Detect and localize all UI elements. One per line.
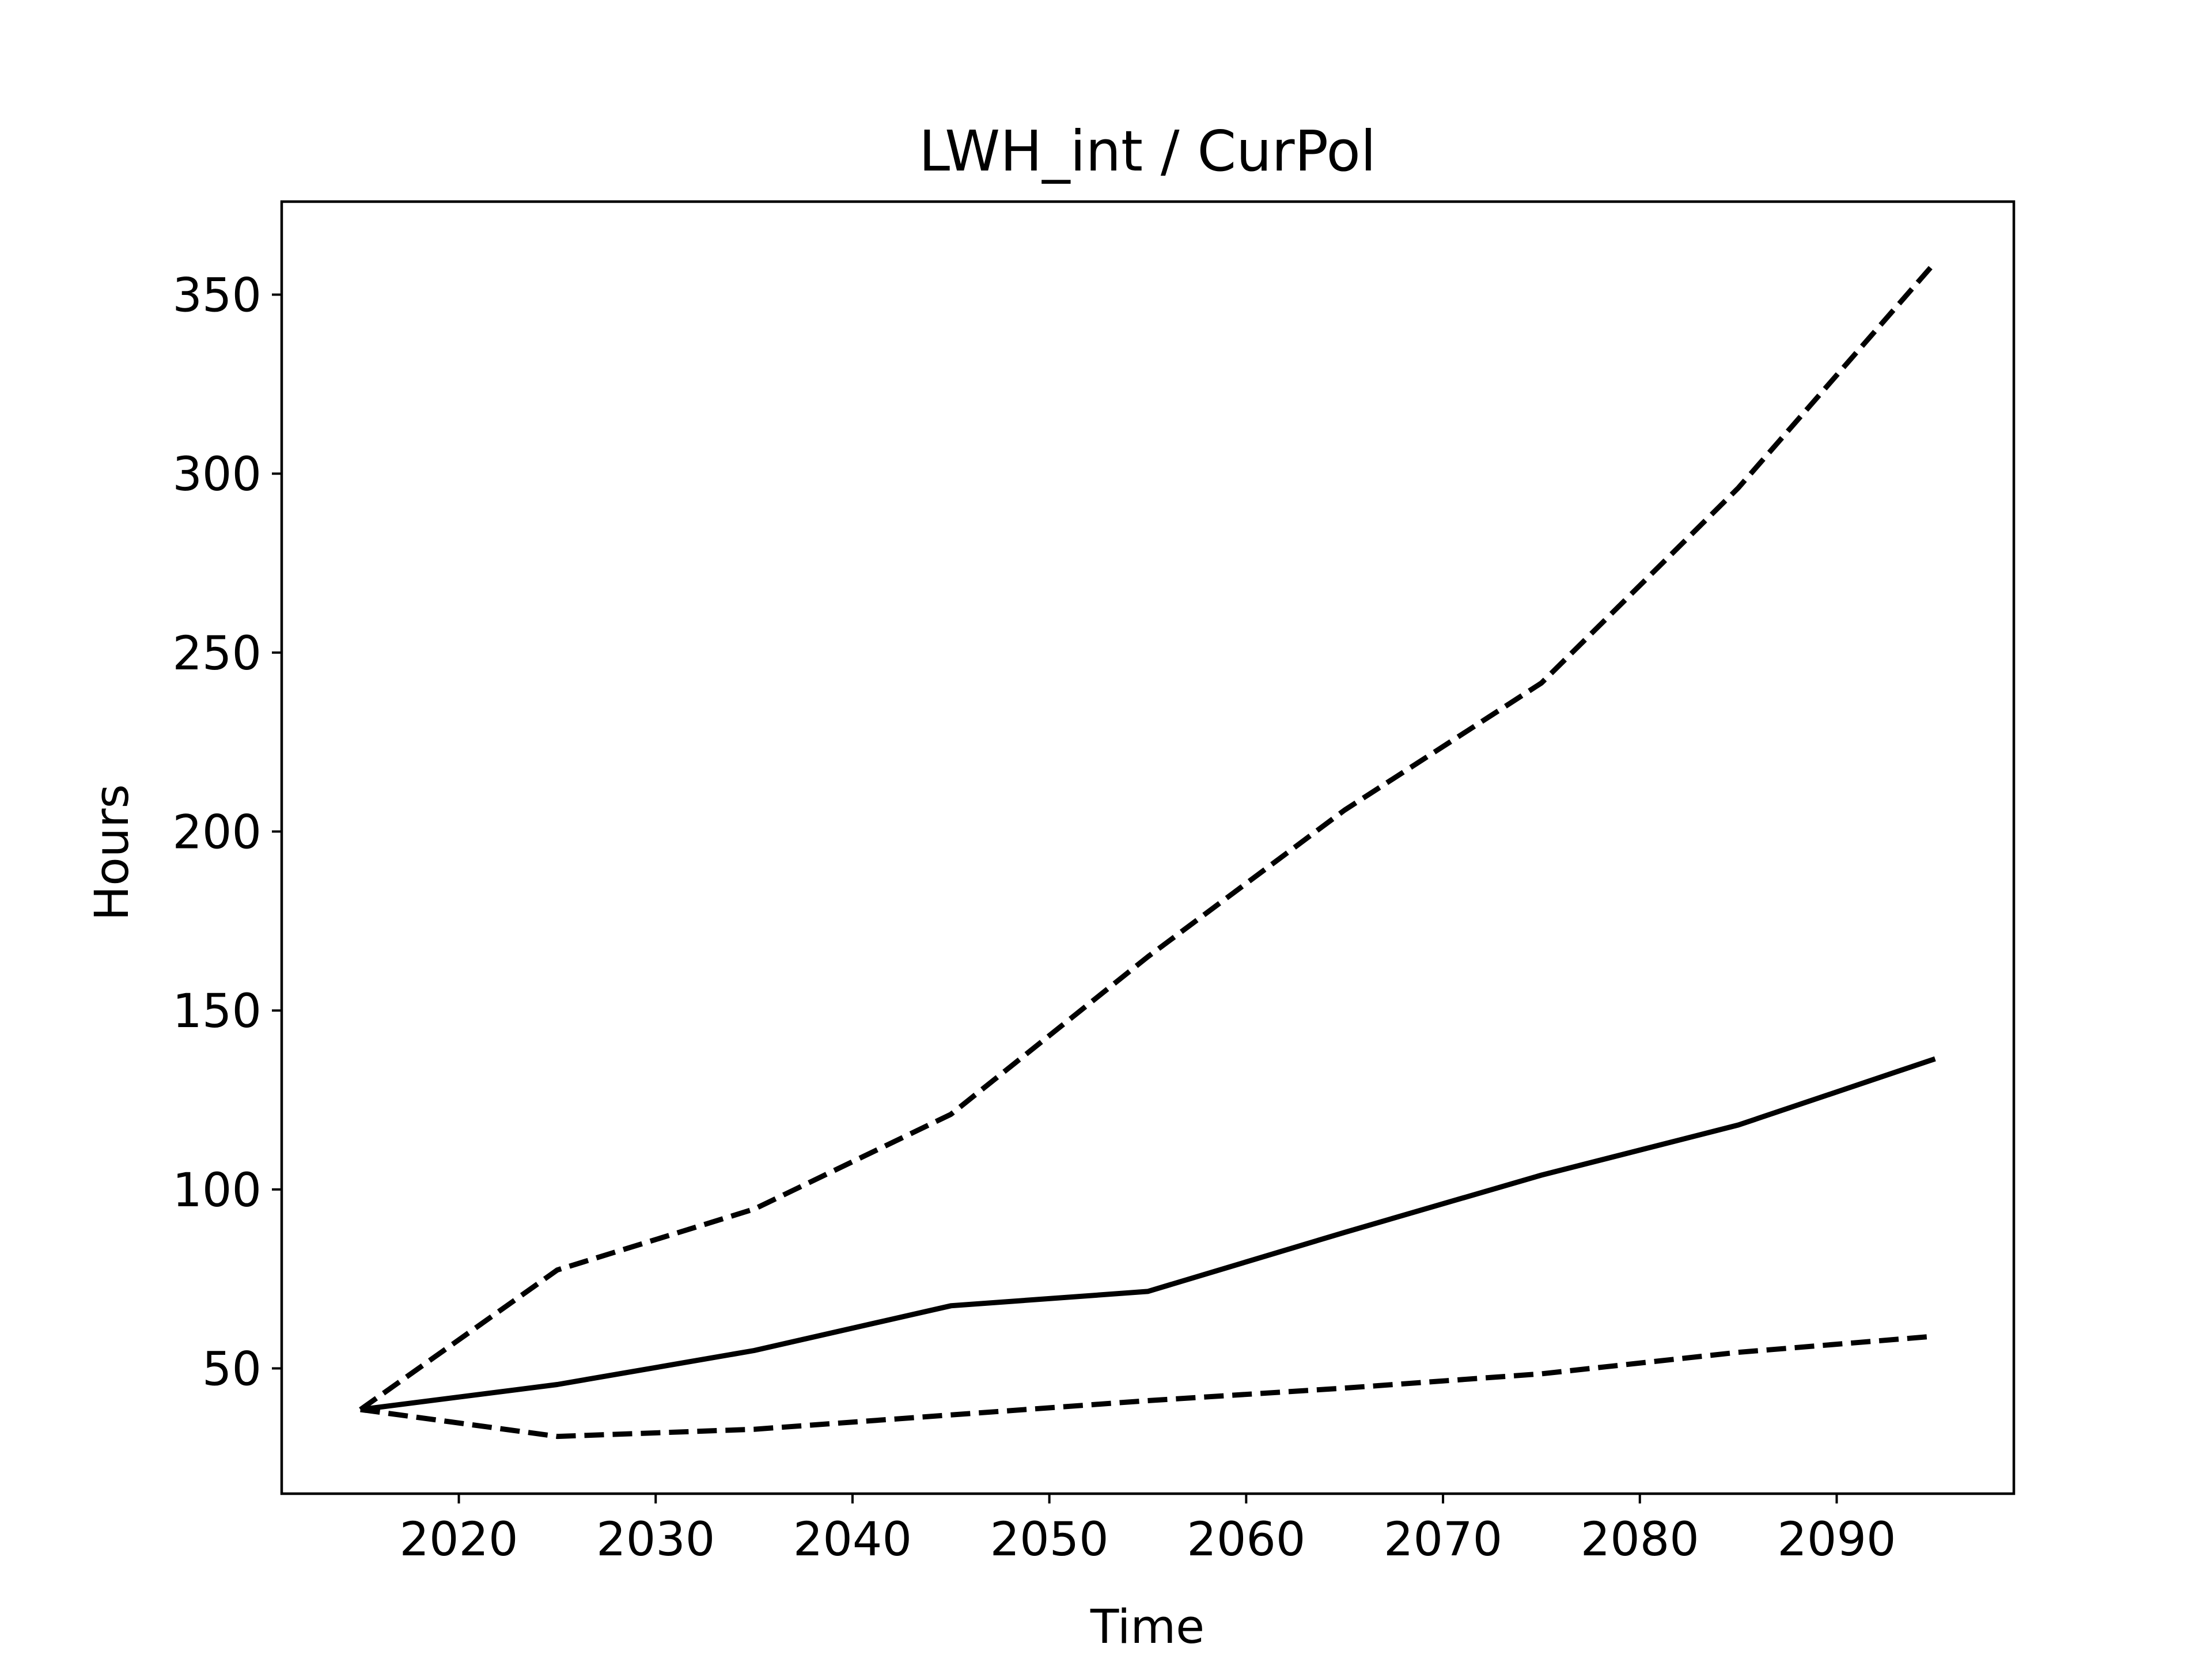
series-layer — [359, 260, 1937, 1440]
y-axis-label: Hours — [85, 784, 139, 921]
y-tick-label: 250 — [172, 627, 262, 681]
series-line-2 — [359, 260, 1937, 1412]
y-tick-label: 300 — [172, 448, 262, 502]
ticks-layer: 2020 2030 2040 2050 2060 2070 2080 2090 50 100 150… — [172, 269, 1896, 1567]
y-tick-label: 200 — [172, 806, 262, 860]
x-tick-label: 2080 — [1581, 1513, 1699, 1567]
chart-title: LWH_int / CurPol — [919, 119, 1376, 184]
x-tick-label: 2070 — [1384, 1513, 1502, 1567]
x-tick-label: 2090 — [1777, 1513, 1896, 1567]
series-line-1 — [360, 1056, 1936, 1412]
plot-area-frame — [280, 200, 2016, 1495]
y-tick-label: 350 — [172, 269, 262, 323]
y-tick-label: 100 — [172, 1164, 262, 1218]
series-line-3 — [360, 1334, 1936, 1440]
y-tick-label: 50 — [202, 1343, 262, 1397]
x-tick-label: 2060 — [1187, 1513, 1305, 1567]
x-axis-label: Time — [1090, 1600, 1205, 1654]
x-tick-label: 2050 — [990, 1513, 1109, 1567]
y-tick-label: 150 — [172, 984, 262, 1039]
x-tick-label: 2020 — [399, 1513, 518, 1567]
x-tick-label: 2030 — [596, 1513, 715, 1567]
x-tick-label: 2040 — [793, 1513, 912, 1567]
